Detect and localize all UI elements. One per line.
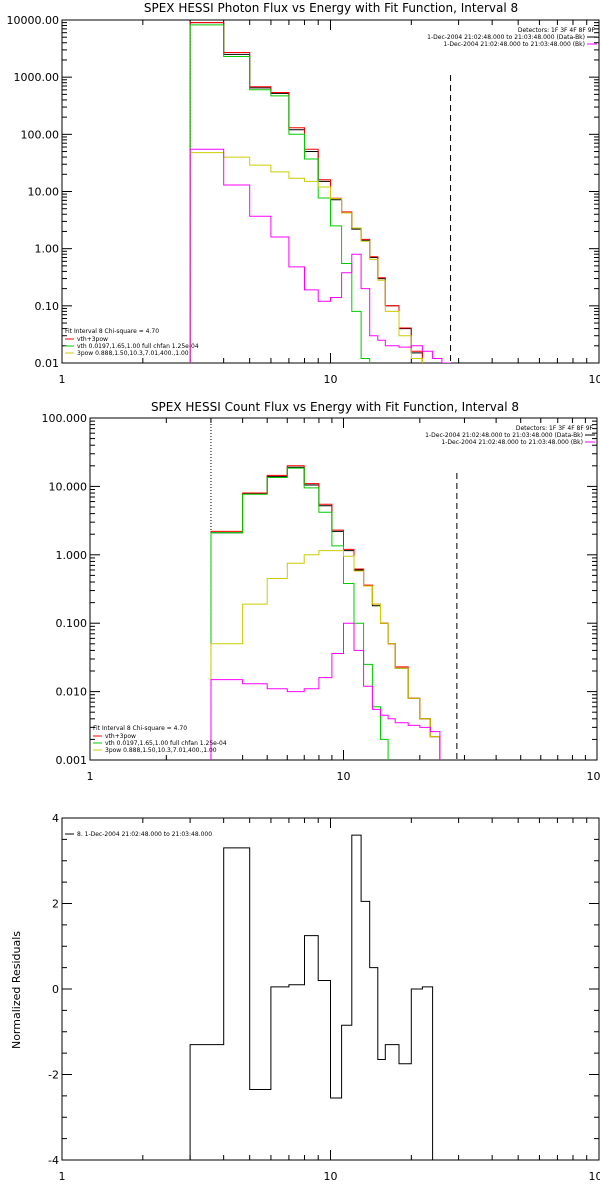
legend-entry-label: 3pow 0.888,1.50,10.3,7.01,400.,1.00 — [105, 747, 217, 754]
y-tick-label: 0.001 — [56, 754, 88, 767]
count-flux-panel: SPEX HESSI Count Flux vs Energy with Fit… — [42, 400, 600, 783]
legend-entry-label: vth 0.0197,1.65,1.00 full chfan 1.25e-04 — [105, 740, 227, 747]
series-line — [210, 467, 389, 760]
legend-fit-header: Fit Interval 8 Chi-square = 4.70 — [65, 328, 159, 335]
series-line — [189, 148, 452, 363]
series-line — [210, 550, 441, 760]
y-tick-label: 10.00 — [28, 186, 60, 199]
y-tick-label: 1000.00 — [14, 71, 60, 84]
legend-detectors: Detectors: 1F 3F 4F 8F 9F — [516, 425, 594, 432]
legend-entry-label: vth+3pow — [77, 336, 108, 343]
legend-entry-label: 3pow 0.888,1.50,10.3,7.01,400.,1.00 — [77, 350, 189, 357]
y-tick-label: 10.000 — [49, 480, 88, 493]
x-tick-label: 100 — [589, 373, 600, 386]
legend-detectors: Detectors: 1F 3F 4F 8F 9F — [518, 27, 596, 34]
y-tick-label: 100.00 — [21, 128, 60, 141]
x-tick-label: 100 — [587, 770, 600, 783]
series-line — [189, 152, 423, 363]
y-tick-label: -2 — [48, 1069, 59, 1082]
series-line — [210, 465, 441, 760]
legend-entry-label: 1-Dec-2004 21:02:48.000 to 21:03:48.000 … — [425, 432, 583, 439]
series-line — [210, 622, 441, 760]
x-tick-label: 10 — [324, 373, 338, 386]
y-tick-label: -4 — [48, 1154, 59, 1167]
series-line — [189, 834, 434, 1160]
y-tick-label: 1.000 — [56, 549, 88, 562]
panel-title: SPEX HESSI Photon Flux vs Energy with Fi… — [144, 1, 518, 15]
y-tick-label: 0.10 — [35, 300, 60, 313]
x-tick-label: 10 — [337, 770, 351, 783]
series-line — [189, 22, 423, 363]
x-tick-label: 100 — [589, 1170, 600, 1183]
y-tick-label: 0.01 — [35, 357, 60, 370]
y-tick-label: 0.010 — [56, 686, 88, 699]
series-line — [189, 24, 371, 363]
photon-flux-panel: SPEX HESSI Photon Flux vs Energy with Fi… — [7, 1, 600, 386]
legend-entry-label: 1-Dec-2004 21:02:48.000 to 21:03:48.000 … — [427, 34, 585, 41]
y-tick-label: 1.00 — [35, 243, 60, 256]
y-tick-label: 0 — [52, 983, 59, 996]
y-axis-label: Normalized Residuals — [10, 931, 23, 1049]
series-line — [189, 22, 423, 363]
legend-entry-label: 1-Dec-2004 21:02:48.000 to 21:03:48.000 … — [443, 41, 585, 48]
x-tick-label: 1 — [59, 1170, 66, 1183]
panel-title: SPEX HESSI Count Flux vs Energy with Fit… — [151, 400, 519, 414]
y-tick-label: 4 — [52, 812, 59, 825]
y-tick-label: 0.100 — [56, 617, 88, 630]
x-tick-label: 10 — [324, 1170, 338, 1183]
legend-entry-label: 8. 1-Dec-2004 21:02:48.000 to 21:03:48.0… — [77, 831, 212, 838]
plot-frame — [89, 417, 598, 761]
legend-entry-label: vth+3pow — [105, 733, 136, 740]
y-tick-label: 100.000 — [42, 412, 88, 425]
x-tick-label: 1 — [59, 373, 66, 386]
y-tick-label: 2 — [52, 898, 59, 911]
x-tick-label: 1 — [87, 770, 94, 783]
y-tick-label: 10000.00 — [7, 14, 60, 27]
residuals-panel: Normalized Residuals 1 10 100 -4 -2 0 2 4 8. 1-… — [10, 812, 600, 1183]
legend-entry-label: 1-Dec-2004 21:02:48.000 to 21:03:48.000 … — [441, 439, 583, 446]
legend-entry-label: vth 0.0197,1.65,1.00 full chfan 1.25e-04 — [77, 343, 199, 350]
legend-fit-header: Fit Interval 8 Chi-square = 4.70 — [93, 725, 187, 732]
